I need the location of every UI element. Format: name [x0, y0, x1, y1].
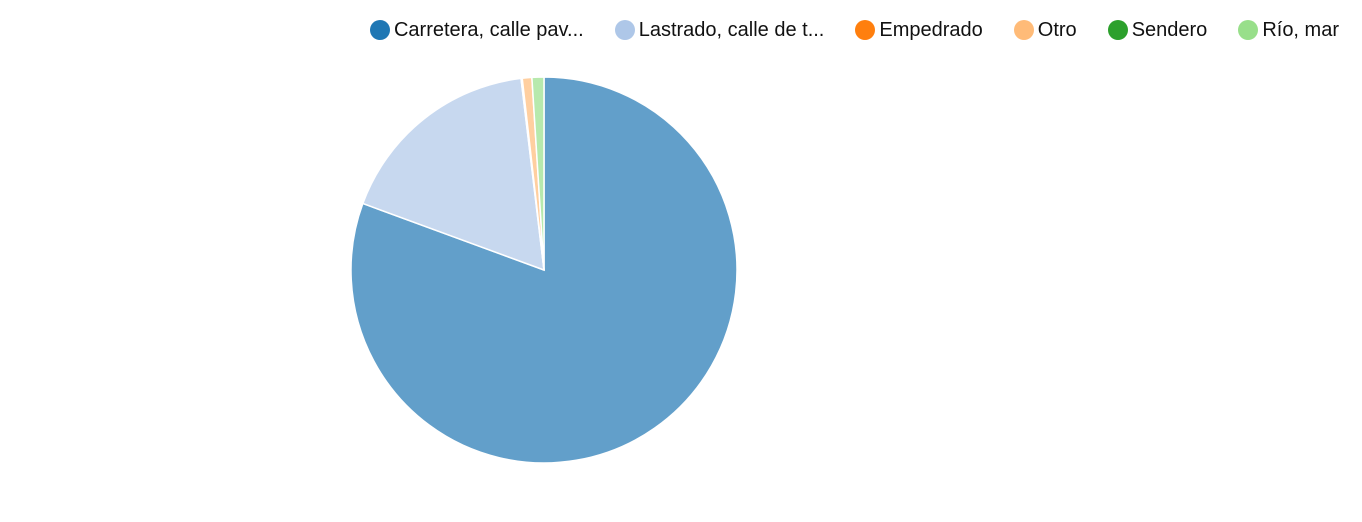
pie-chart: Carretera, calle pav... Lastrado, calle d…	[0, 0, 1362, 522]
pie-plot-area	[0, 0, 1362, 522]
